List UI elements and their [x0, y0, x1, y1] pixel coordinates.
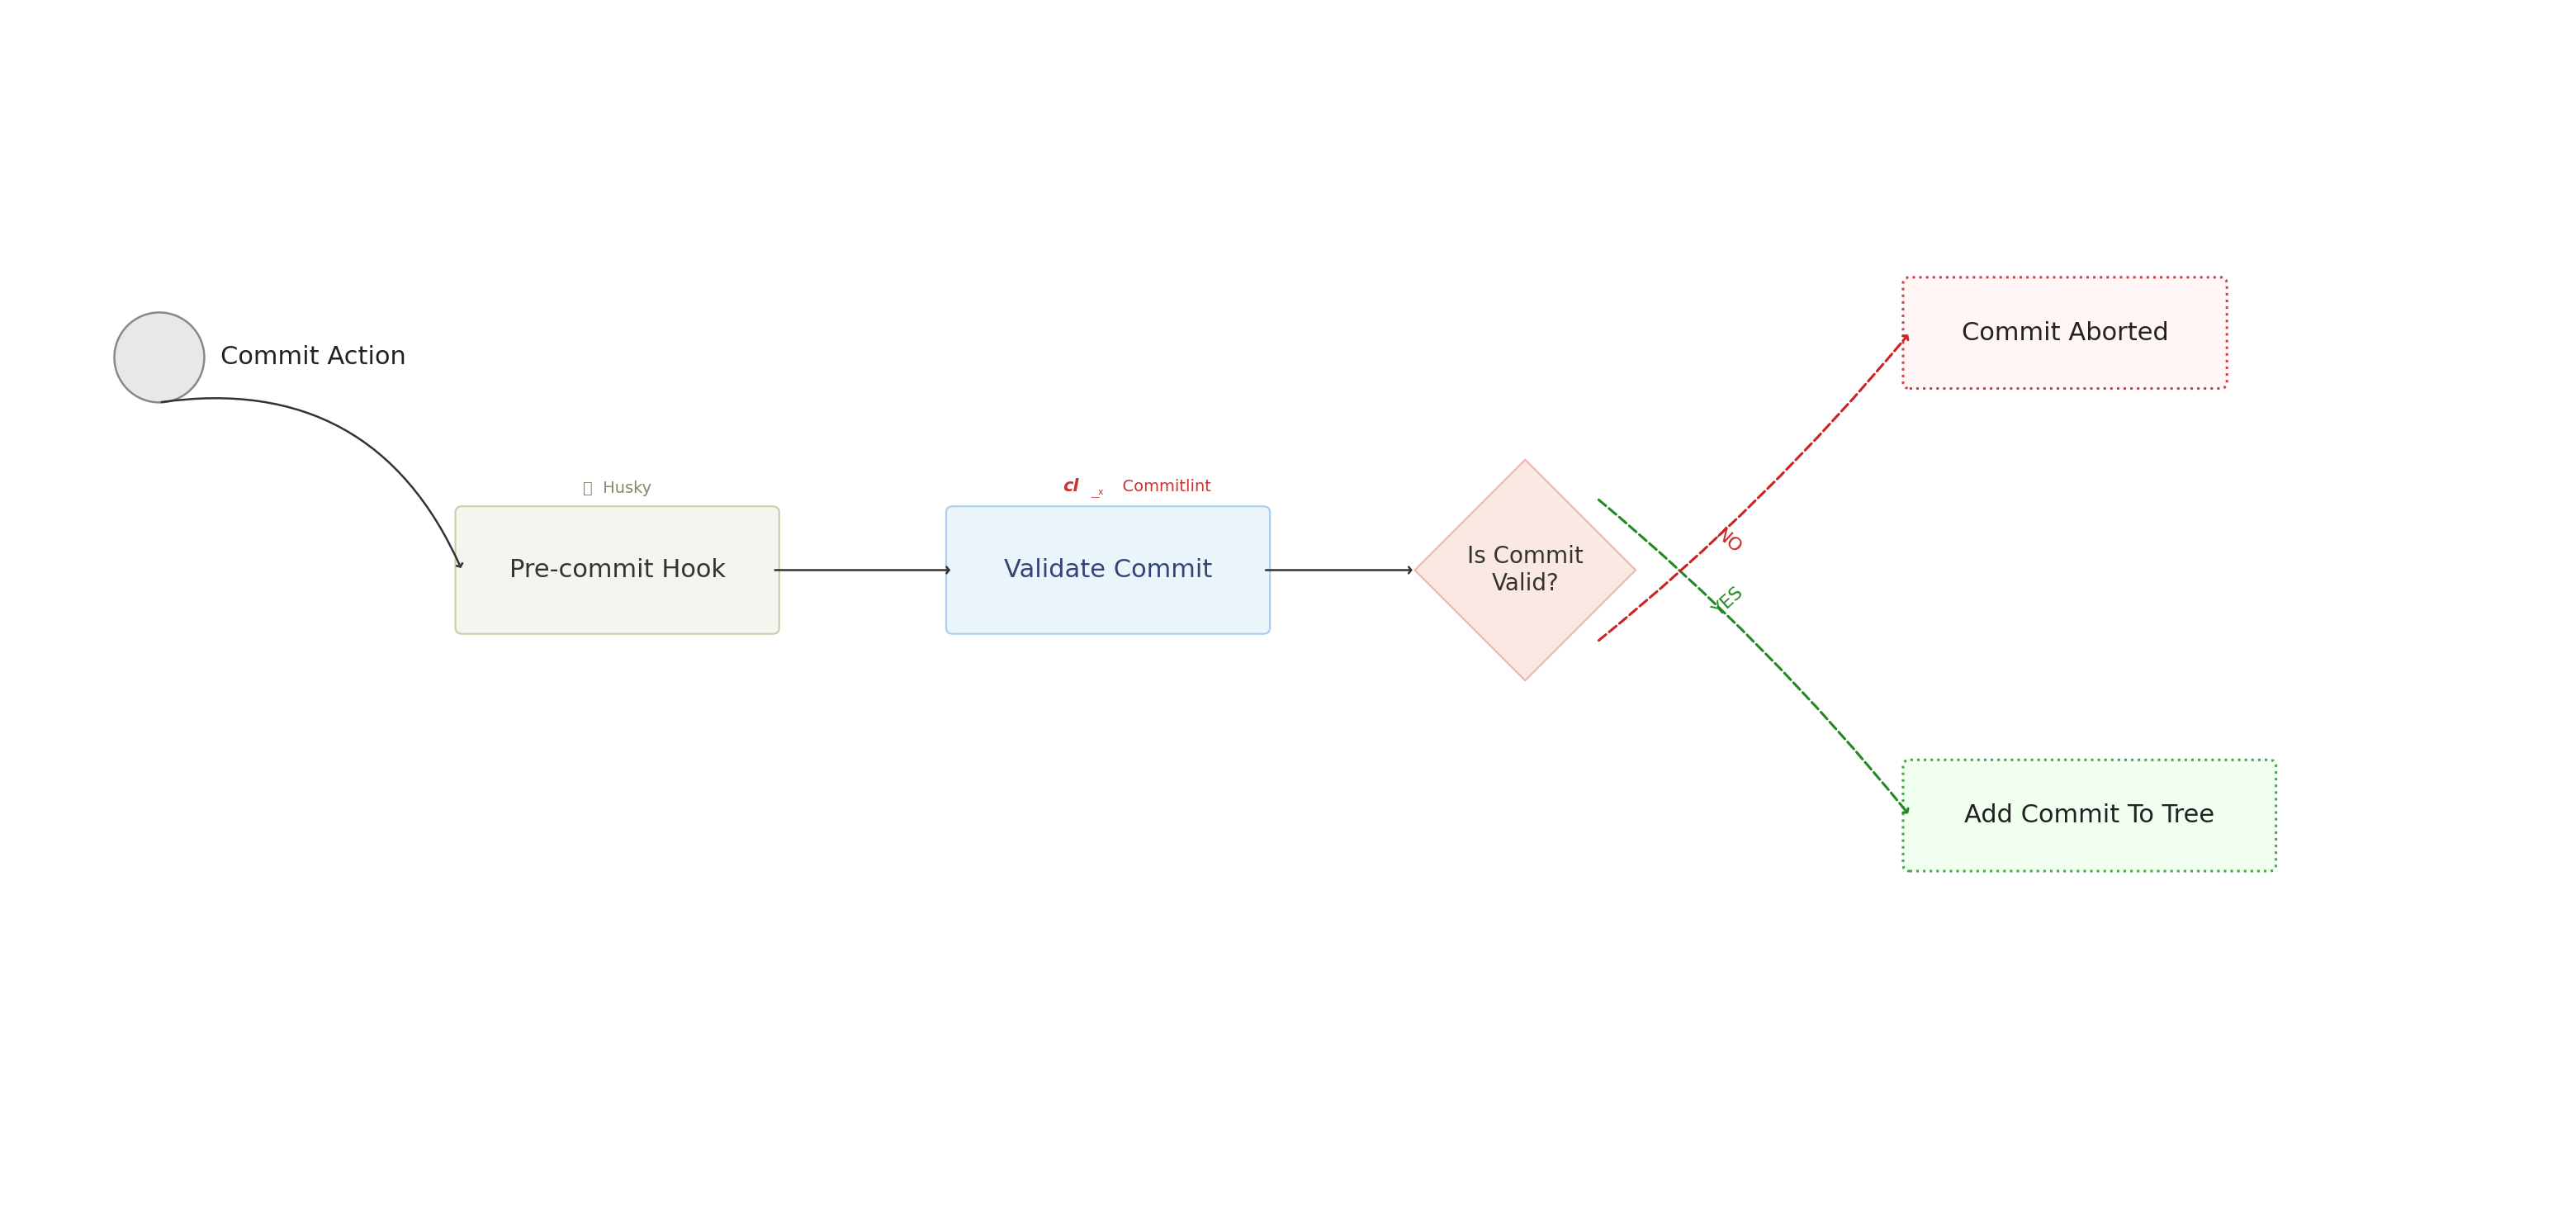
- Text: x: x: [1097, 489, 1103, 496]
- Text: —: —: [1090, 494, 1100, 501]
- Text: Commit Aborted: Commit Aborted: [1960, 321, 2169, 345]
- Polygon shape: [1414, 459, 1636, 681]
- Text: NO: NO: [1713, 525, 1744, 557]
- Text: Validate Commit: Validate Commit: [1005, 558, 1213, 582]
- Text: Commit Action: Commit Action: [222, 346, 407, 369]
- Text: cl: cl: [1064, 478, 1079, 495]
- Text: Commitlint: Commitlint: [1113, 479, 1211, 495]
- Text: Is Commit
Valid?: Is Commit Valid?: [1468, 545, 1584, 595]
- Text: Add Commit To Tree: Add Commit To Tree: [1965, 804, 2215, 827]
- Text: 🐕  Husky: 🐕 Husky: [582, 480, 652, 496]
- Text: YES: YES: [1710, 584, 1747, 620]
- FancyBboxPatch shape: [945, 506, 1270, 634]
- FancyBboxPatch shape: [1904, 277, 2226, 389]
- FancyBboxPatch shape: [1904, 760, 2277, 871]
- Circle shape: [113, 313, 204, 402]
- FancyBboxPatch shape: [456, 506, 781, 634]
- Text: Pre-commit Hook: Pre-commit Hook: [510, 558, 726, 582]
